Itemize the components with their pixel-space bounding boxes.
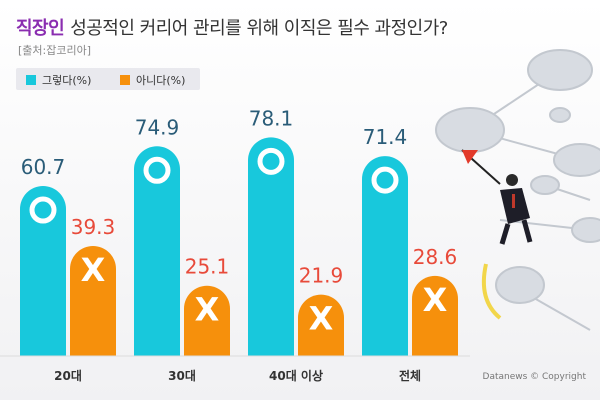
marker-x-2: X bbox=[309, 300, 334, 338]
legend-label-no: 아니다(%) bbox=[136, 74, 186, 87]
bar-no-1 bbox=[184, 285, 230, 356]
legend-swatch-no bbox=[120, 75, 130, 85]
bar-no-3 bbox=[412, 275, 458, 356]
source-note: [출처:잡코리아] bbox=[18, 44, 92, 57]
bar-yes-0 bbox=[20, 186, 66, 356]
bar-yes-2 bbox=[248, 137, 294, 356]
value-label-no-0: 39.3 bbox=[71, 215, 116, 239]
bar-yes-1 bbox=[134, 146, 180, 356]
marker-x-3: X bbox=[423, 281, 448, 319]
category-label-1: 30대 bbox=[168, 369, 196, 383]
businessman-icon bbox=[461, 149, 533, 320]
value-label-yes-1: 74.9 bbox=[135, 115, 180, 139]
label-group: 60.7 39.3 20대 74.9 25.1 30대 78.1 21.9 40대 이상 71.4… bbox=[21, 106, 458, 383]
chart-title: 직장인 성공적인 커리어 관리를 위해 이직은 필수 과정인가? bbox=[16, 14, 448, 40]
value-label-yes-2: 78.1 bbox=[249, 106, 294, 130]
category-label-0: 20대 bbox=[54, 369, 82, 383]
bar-group: X X X X bbox=[20, 137, 458, 356]
legend: 그렇다(%) 아니다(%) bbox=[16, 68, 200, 90]
marker-x-1: X bbox=[195, 291, 220, 329]
credit-text: Datanews © Copyright bbox=[482, 372, 586, 382]
value-label-no-1: 25.1 bbox=[185, 255, 230, 279]
legend-item-yes: 그렇다(%) bbox=[26, 72, 91, 88]
value-label-yes-3: 71.4 bbox=[363, 125, 408, 149]
network-illustration bbox=[435, 49, 600, 331]
value-label-no-3: 28.6 bbox=[413, 245, 458, 269]
marker-o-1 bbox=[143, 156, 171, 184]
legend-item-no: 아니다(%) bbox=[120, 72, 185, 88]
value-label-yes-0: 60.7 bbox=[21, 155, 66, 179]
bar-no-0 bbox=[70, 245, 116, 356]
marker-o-2 bbox=[257, 147, 285, 175]
value-label-no-2: 21.9 bbox=[299, 264, 344, 288]
category-label-2: 40대 이상 bbox=[269, 368, 323, 383]
title-highlight: 직장인 bbox=[16, 18, 65, 39]
marker-o-3 bbox=[371, 166, 399, 194]
legend-label-yes: 그렇다(%) bbox=[42, 74, 92, 87]
bar-no-2 bbox=[298, 294, 344, 356]
title-text: 성공적인 커리어 관리를 위해 이직은 필수 과정인가? bbox=[70, 18, 448, 39]
category-label-3: 전체 bbox=[399, 368, 421, 383]
marker-o-0 bbox=[29, 196, 57, 224]
marker-x-0: X bbox=[81, 251, 106, 289]
legend-swatch-yes bbox=[26, 75, 36, 85]
bar-yes-3 bbox=[362, 156, 408, 356]
